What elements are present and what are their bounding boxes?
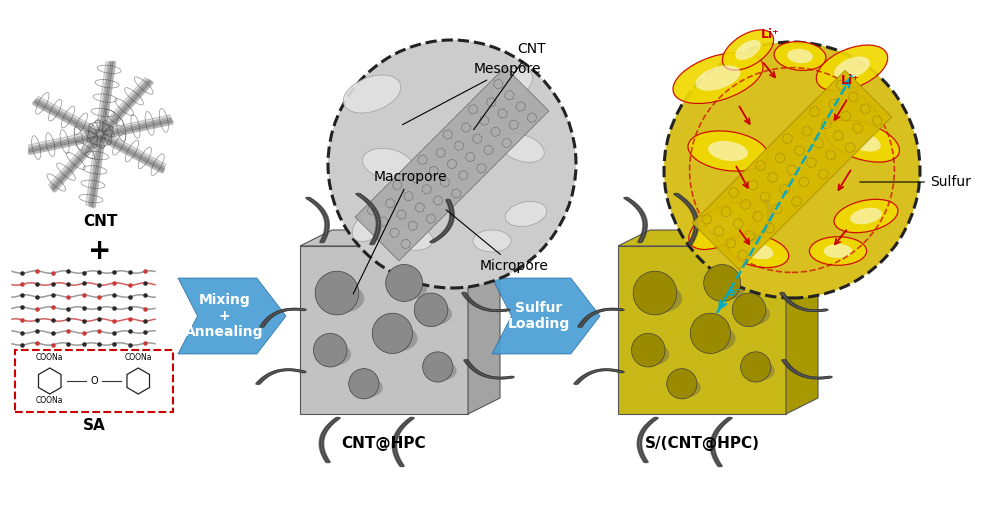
FancyBboxPatch shape	[15, 350, 173, 412]
Ellipse shape	[824, 120, 900, 162]
Circle shape	[386, 265, 423, 301]
Ellipse shape	[491, 68, 533, 100]
Text: COONa: COONa	[124, 353, 152, 362]
Ellipse shape	[834, 199, 898, 233]
Ellipse shape	[636, 344, 669, 365]
Polygon shape	[355, 67, 549, 261]
Polygon shape	[178, 278, 286, 354]
Text: COONa: COONa	[36, 353, 64, 362]
Circle shape	[372, 313, 413, 353]
Text: CNT: CNT	[83, 214, 117, 229]
Ellipse shape	[695, 325, 736, 351]
Ellipse shape	[834, 57, 870, 79]
Ellipse shape	[352, 206, 392, 241]
Text: +: +	[88, 237, 112, 265]
Ellipse shape	[670, 378, 701, 397]
Ellipse shape	[505, 201, 547, 227]
Ellipse shape	[689, 203, 755, 249]
Polygon shape	[300, 230, 500, 246]
Circle shape	[667, 368, 697, 399]
Ellipse shape	[318, 344, 351, 365]
Polygon shape	[618, 246, 786, 414]
Text: Sulfur: Sulfur	[860, 175, 971, 189]
Ellipse shape	[708, 141, 748, 161]
Polygon shape	[300, 246, 468, 414]
Ellipse shape	[705, 214, 739, 238]
Circle shape	[328, 40, 576, 288]
Circle shape	[631, 333, 665, 367]
Ellipse shape	[639, 284, 682, 313]
Text: Mixing
+
Annealing: Mixing + Annealing	[185, 293, 264, 339]
Ellipse shape	[473, 230, 511, 252]
Polygon shape	[618, 230, 818, 246]
Circle shape	[423, 352, 453, 382]
Polygon shape	[786, 230, 818, 414]
Ellipse shape	[774, 42, 826, 70]
Ellipse shape	[727, 234, 789, 268]
Ellipse shape	[816, 45, 888, 91]
Text: Macropore: Macropore	[353, 170, 447, 294]
Polygon shape	[492, 278, 600, 354]
Text: S/(CNT@HPC): S/(CNT@HPC)	[644, 436, 760, 451]
Ellipse shape	[735, 40, 761, 60]
Circle shape	[315, 271, 359, 315]
Text: CNT@HPC: CNT@HPC	[342, 436, 426, 451]
Ellipse shape	[843, 131, 881, 152]
Text: Mesopore: Mesopore	[402, 62, 542, 125]
Text: Li⁺: Li⁺	[761, 27, 779, 40]
Text: COONa: COONa	[36, 396, 64, 406]
Ellipse shape	[500, 134, 544, 162]
Circle shape	[690, 313, 731, 353]
Text: O: O	[90, 376, 98, 386]
Ellipse shape	[695, 65, 741, 91]
Ellipse shape	[343, 75, 401, 113]
Text: SA: SA	[83, 417, 105, 432]
Circle shape	[414, 293, 448, 327]
Ellipse shape	[426, 361, 457, 381]
Ellipse shape	[362, 149, 414, 180]
Text: Micropore: Micropore	[446, 210, 549, 273]
Text: CNT: CNT	[474, 42, 546, 130]
Ellipse shape	[850, 207, 882, 224]
Ellipse shape	[722, 30, 774, 70]
Ellipse shape	[390, 276, 427, 300]
Circle shape	[741, 352, 771, 382]
Text: e⁻: e⁻	[726, 285, 742, 298]
Ellipse shape	[377, 325, 418, 351]
Ellipse shape	[787, 49, 813, 63]
Ellipse shape	[673, 53, 763, 104]
Ellipse shape	[688, 131, 768, 171]
Ellipse shape	[708, 276, 745, 300]
Text: Sulfur
Loading: Sulfur Loading	[507, 301, 570, 331]
Ellipse shape	[743, 243, 773, 260]
Ellipse shape	[352, 378, 383, 397]
Circle shape	[732, 293, 766, 327]
Polygon shape	[692, 70, 892, 270]
Ellipse shape	[809, 237, 867, 265]
Polygon shape	[468, 230, 500, 414]
Text: Li⁺: Li⁺	[841, 73, 859, 87]
Ellipse shape	[736, 303, 770, 325]
Circle shape	[704, 265, 741, 301]
Ellipse shape	[321, 284, 364, 313]
Circle shape	[664, 42, 920, 298]
Ellipse shape	[418, 303, 452, 325]
Ellipse shape	[744, 361, 775, 381]
Circle shape	[349, 368, 379, 399]
Ellipse shape	[391, 226, 433, 250]
Ellipse shape	[824, 244, 852, 258]
Circle shape	[633, 271, 677, 315]
Circle shape	[313, 333, 347, 367]
